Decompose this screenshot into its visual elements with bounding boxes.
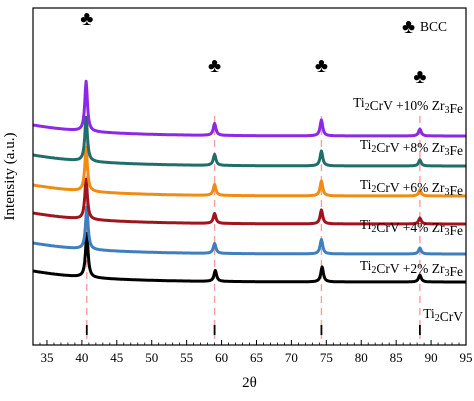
x-tick-label-10: 85 xyxy=(390,350,403,365)
x-tick-label-6: 65 xyxy=(250,350,263,365)
x-tick-label-5: 60 xyxy=(215,350,228,365)
series-line-3 xyxy=(32,145,467,198)
series-layer xyxy=(32,79,467,284)
x-tick-label-11: 90 xyxy=(425,350,438,365)
series-label-2: Ti2CrV +4% Zr3Fe xyxy=(360,217,463,238)
series-label-4: Ti2CrV +8% Zr3Fe xyxy=(360,137,463,158)
series-label-3: Ti2CrV +6% Zr3Fe xyxy=(360,177,463,198)
series-line-1 xyxy=(32,205,467,256)
plot-frame xyxy=(32,7,467,346)
x-tick-label-3: 50 xyxy=(145,350,158,365)
x-tick-label-7: 70 xyxy=(285,350,298,365)
x-tick-label-8: 75 xyxy=(320,350,333,365)
series-label-1: Ti2CrV +2% Zr3Fe xyxy=(360,258,463,279)
bcc-club-icon-1: ♣ xyxy=(208,55,221,77)
bcc-club-icon-0: ♣ xyxy=(80,8,93,30)
bcc-club-icon-2: ♣ xyxy=(315,55,328,77)
y-axis-title: Intensity (a.u.) xyxy=(2,133,18,221)
x-tick-label-1: 40 xyxy=(75,350,88,365)
series-label-5: Ti2CrV +10% Zr3Fe xyxy=(353,95,463,116)
series-label-0: Ti2CrV xyxy=(423,306,463,324)
series-line-4 xyxy=(32,115,467,168)
x-axis: 35 40 45 50 55 60 65 70 75 80 85 90 95 xyxy=(39,340,473,365)
series-line-2 xyxy=(32,177,467,226)
peak-markers: ♣ ♣ ♣ ♣ xyxy=(80,8,426,88)
bcc-club-icon-3: ♣ xyxy=(413,66,426,88)
series-line-5 xyxy=(32,79,467,138)
x-axis-title: 2θ xyxy=(242,375,257,391)
legend: ♣ BCC xyxy=(402,16,447,38)
legend-label: BCC xyxy=(420,19,447,34)
series-line-0 xyxy=(32,231,467,284)
x-tick-label-9: 80 xyxy=(355,350,368,365)
x-tick-label-12: 95 xyxy=(460,350,473,365)
x-tick-label-4: 55 xyxy=(180,350,193,365)
series-labels: Ti2CrV Ti2CrV +2% Zr3Fe Ti2CrV +4% Zr3Fe Ti… xyxy=(353,95,463,324)
legend-club-icon: ♣ xyxy=(402,16,415,38)
x-tick-label-2: 45 xyxy=(110,350,123,365)
x-tick-label-0: 35 xyxy=(40,350,53,365)
